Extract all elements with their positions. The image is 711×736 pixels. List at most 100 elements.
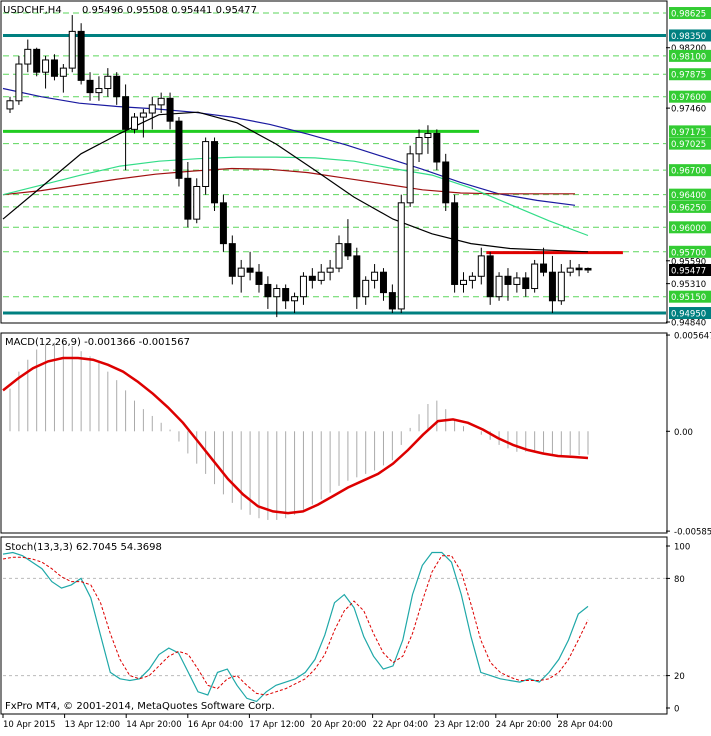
time-label: 28 Apr 04:00 [557,720,612,730]
macd-label: MACD(12,26,9) -0.001366 -0.001567 [5,337,190,348]
price-label: 0.97600 [671,93,706,103]
price-label-tag [669,221,711,234]
candle-body [513,277,521,285]
candle-body [504,275,512,285]
candle-body [175,120,183,179]
candle-body [237,267,245,277]
candle-body [86,79,94,94]
price-label-tag [669,137,711,150]
stoch-lines [2,551,666,703]
candle-body [148,104,156,114]
candle-body [255,271,263,285]
price-label: 0.95310 [671,280,706,290]
candle-body [228,243,236,277]
candle-body [353,255,361,298]
candle-body [326,267,334,273]
candle-body [139,112,147,118]
candle-body [282,288,290,302]
stoch-label: Stoch(13,3,3) 62.7045 54.3698 [5,542,162,553]
candle-body [495,275,503,298]
price-label-tag [669,7,711,20]
time-label: 16 Apr 04:00 [188,720,243,730]
candle-body [406,153,414,204]
candle-body [486,255,494,298]
price-label: 0.96700 [671,167,706,177]
time-label: 24 Apr 20:00 [496,720,551,730]
candle-body [371,271,379,281]
stoch-tick-label: 80 [674,575,685,585]
macd-signal-line [2,356,589,515]
macd-panel-border [0,332,668,534]
candle-body [24,48,32,65]
stoch-signal-line [2,555,589,696]
price-label: 0.98200 [671,44,706,54]
price-label: 0.96400 [671,191,706,201]
candles [6,15,592,318]
copyright-note: FxPro MT4, © 2001-2014, MetaQuotes Softw… [5,701,275,712]
price-label: 0.95700 [671,248,706,258]
candle-body [68,30,76,69]
candle-body [575,267,583,271]
candle-body [291,296,299,302]
macd-tick-label: 0.00 [674,428,693,438]
stoch-main-line [2,551,589,703]
candle-body [557,271,565,302]
price-label: 0.95150 [671,293,706,303]
candle-body [522,277,530,290]
price-label: 0.96000 [671,224,706,234]
price-label: 0.98350 [671,32,706,42]
candle-body [451,202,459,285]
macd-tick-label: 0.005647 [674,332,711,342]
stoch-axis: 100 80 20 0 [666,543,690,715]
candle-body [95,88,103,94]
candle-body [584,267,592,271]
candle-body [193,185,201,220]
price-label-tag [669,245,711,258]
candle-body [157,97,165,106]
moving-average-line [2,111,589,253]
price-label: 0.98100 [671,52,706,62]
stoch-panel[interactable]: 100 80 20 0 Stoch(13,3,3) 62.7045 54.3698 F… [0,536,690,715]
candle-body [531,263,539,290]
candle-body [299,275,307,298]
macd-axis: 0.005647 0.00 -0.005857 [666,332,711,538]
candle-body [388,292,396,310]
moving-averages [2,87,589,253]
stoch-tick-label: 0 [674,705,679,715]
candle-body [442,161,450,204]
price-label: 0.95477 [671,267,706,277]
candle-body [122,96,130,130]
candle-body [202,141,210,187]
price-label: 0.95590 [671,257,706,267]
candle-body [77,30,85,81]
candle-body [246,267,254,273]
candle-body [379,271,387,294]
ohlc-readout: 0.95496 0.95508 0.95441 0.95477 [82,5,257,16]
macd-histogram [9,342,589,520]
candle-body [166,97,174,122]
symbol-timeframe: USDCHF,H4 [3,5,62,16]
price-label-tag [669,200,711,213]
price-label: 0.97175 [671,128,706,138]
stoch-tick-label: 20 [674,672,685,682]
time-label: 13 Apr 12:00 [65,720,120,730]
candle-body [59,67,67,77]
price-label-tag [669,164,711,177]
candle-body [397,202,405,310]
price-label-tag [669,49,711,62]
macd-panel[interactable]: 0.005647 0.00 -0.005857 MACD(12,26,9) -0.0… [0,332,711,538]
moving-average-line [2,87,576,206]
price-label: 0.96250 [671,203,706,213]
candle-body [104,75,112,90]
time-label: 20 Apr 20:00 [311,720,366,730]
candle-body [211,141,219,204]
price-levels [3,12,666,315]
moving-average-line [2,167,575,196]
stoch-tick-label: 100 [674,543,690,553]
stoch-panel-border [0,536,668,715]
time-label: 22 Apr 04:00 [373,720,428,730]
